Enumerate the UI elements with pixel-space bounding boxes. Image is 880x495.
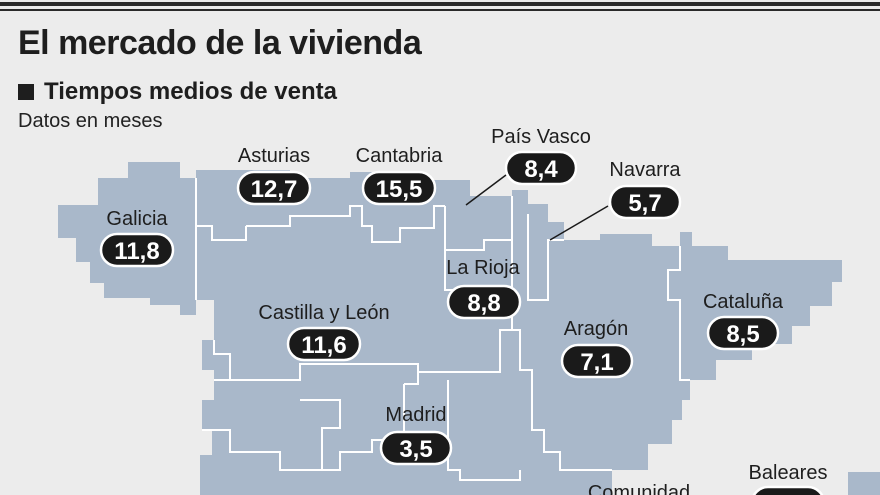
region-value-cataluna: 8,5: [726, 321, 759, 348]
region-la-rioja: La Rioja 8,8: [446, 257, 522, 320]
region-value-aragon: 7,1: [580, 349, 613, 376]
region-name-madrid: Madrid: [385, 404, 446, 426]
region-name-galicia: Galicia: [106, 208, 168, 230]
region-comunidad: Comunidad: [588, 482, 690, 495]
map-landmass: [58, 162, 842, 495]
region-baleares: Baleares: [749, 462, 828, 495]
top-rule: [0, 0, 880, 14]
region-navarra: Navarra 5,7: [608, 159, 681, 220]
region-name-cataluna: Cataluña: [703, 291, 784, 313]
region-value-pais-vasco: 8,4: [524, 156, 558, 183]
leader-line-pais-vasco: [465, 174, 507, 206]
region-name-comunidad: Comunidad: [588, 482, 690, 495]
bullet-square-icon: [18, 84, 34, 100]
region-value-castilla-y-leon: 11,6: [301, 332, 346, 359]
region-value-navarra: 5,7: [628, 190, 661, 217]
region-castilla-y-leon: Castilla y León 11,6: [258, 302, 390, 362]
region-name-cantabria: Cantabria: [356, 145, 444, 167]
region-asturias: Asturias 12,7: [236, 145, 312, 206]
region-name-baleares: Baleares: [749, 462, 828, 484]
region-madrid: Madrid 3,5: [379, 404, 453, 466]
subtitle: Tiempos medios de venta: [44, 78, 337, 105]
units-note: Datos en meses: [18, 110, 163, 132]
region-value-galicia: 11,8: [114, 238, 159, 265]
region-cantabria: Cantabria 15,5: [356, 145, 444, 206]
region-name-pais-vasco: País Vasco: [491, 126, 591, 148]
region-name-navarra: Navarra: [609, 159, 681, 181]
region-galicia: Galicia 11,8: [99, 208, 175, 268]
map-baleares-fragment: [848, 472, 880, 495]
region-name-la-rioja: La Rioja: [446, 257, 520, 279]
region-cataluna: Cataluña 8,5: [703, 291, 784, 351]
region-value-asturias: 12,7: [251, 176, 298, 203]
page-title: El mercado de la vivienda: [18, 24, 422, 62]
region-value-la-rioja: 8,8: [467, 290, 500, 317]
region-pais-vasco: País Vasco 8,4: [491, 126, 591, 186]
region-name-aragon: Aragón: [564, 318, 629, 340]
subtitle-row: Tiempos medios de venta: [18, 78, 337, 106]
region-value-madrid: 3,5: [399, 436, 432, 463]
region-aragon: Aragón 7,1: [560, 318, 634, 379]
region-name-castilla-y-leon: Castilla y León: [258, 302, 389, 324]
leader-line-navarra: [549, 205, 609, 241]
region-name-asturias: Asturias: [238, 145, 310, 167]
region-value-cantabria: 15,5: [376, 176, 423, 203]
